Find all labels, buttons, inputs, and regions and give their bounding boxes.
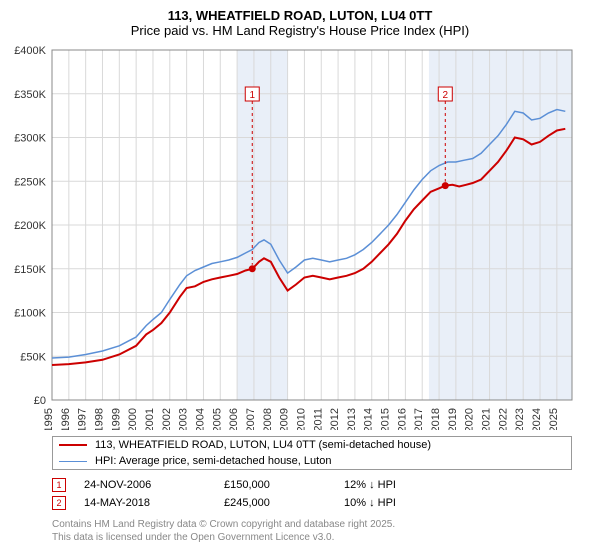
- marker-date: 24-NOV-2006: [84, 479, 224, 491]
- marker-date: 14-MAY-2018: [84, 497, 224, 509]
- x-tick-label: 2000: [127, 408, 139, 430]
- y-tick-label: £350K: [14, 89, 46, 101]
- x-tick-label: 1995: [43, 408, 55, 430]
- x-tick-label: 2025: [548, 408, 560, 430]
- x-tick-label: 2002: [161, 408, 173, 430]
- x-tick-label: 2022: [497, 408, 509, 430]
- marker-price: £150,000: [224, 479, 344, 491]
- x-tick-label: 2009: [279, 408, 291, 430]
- legend-swatch: [59, 461, 87, 462]
- marker-diff: 10% ↓ HPI: [344, 497, 464, 509]
- chart-title-block: 113, WHEATFIELD ROAD, LUTON, LU4 0TT Pri…: [8, 8, 592, 38]
- y-tick-label: £250K: [14, 176, 46, 188]
- y-tick-label: £50K: [20, 351, 46, 363]
- legend-label: HPI: Average price, semi-detached house,…: [95, 455, 331, 467]
- x-tick-label: 2005: [211, 408, 223, 430]
- x-tick-label: 2003: [178, 408, 190, 430]
- y-tick-label: £150K: [14, 264, 46, 276]
- x-tick-label: 2004: [194, 408, 206, 430]
- x-tick-label: 2017: [413, 408, 425, 430]
- x-tick-label: 2021: [481, 408, 493, 430]
- x-tick-label: 1996: [60, 408, 72, 430]
- x-tick-label: 1999: [110, 408, 122, 430]
- x-tick-label: 2023: [514, 408, 526, 430]
- y-tick-label: £400K: [14, 45, 46, 57]
- title-line2: Price paid vs. HM Land Registry's House …: [8, 23, 592, 38]
- x-tick-label: 2012: [329, 408, 341, 430]
- legend-box: 113, WHEATFIELD ROAD, LUTON, LU4 0TT (se…: [52, 436, 572, 470]
- x-tick-label: 2014: [363, 408, 375, 430]
- x-tick-label: 2007: [245, 408, 257, 430]
- marker-table-row: 2 14-MAY-2018£245,00010% ↓ HPI: [52, 494, 572, 512]
- legend-label: 113, WHEATFIELD ROAD, LUTON, LU4 0TT (se…: [95, 439, 431, 451]
- x-tick-label: 2010: [295, 408, 307, 430]
- marker-table-badge: 1: [52, 478, 66, 492]
- x-tick-label: 2024: [531, 408, 543, 430]
- marker-price: £245,000: [224, 497, 344, 509]
- x-tick-label: 2020: [464, 408, 476, 430]
- marker-badge-label: 1: [249, 90, 255, 101]
- footer-line2: This data is licensed under the Open Gov…: [52, 532, 334, 543]
- x-tick-label: 2006: [228, 408, 240, 430]
- legend-row: 113, WHEATFIELD ROAD, LUTON, LU4 0TT (se…: [53, 437, 571, 453]
- y-tick-label: £200K: [14, 220, 46, 232]
- y-tick-label: £0: [34, 395, 46, 407]
- x-tick-label: 1997: [77, 408, 89, 430]
- attribution-footer: Contains HM Land Registry data © Crown c…: [52, 518, 572, 544]
- marker-table-badge: 2: [52, 496, 66, 510]
- footer-line1: Contains HM Land Registry data © Crown c…: [52, 519, 395, 530]
- marker-badge-label: 2: [443, 90, 449, 101]
- line-chart-svg: £0 £50K £100K £150K £200K £250K £300K £350K £400…: [8, 42, 592, 430]
- legend-swatch: [59, 444, 87, 446]
- marker-table: 1 24-NOV-2006£150,00012% ↓ HPI 2 14-MAY-201…: [52, 476, 572, 512]
- y-tick-label: £300K: [14, 133, 46, 145]
- marker-point: [442, 182, 449, 189]
- y-tick-label: £100K: [14, 308, 46, 320]
- x-tick-label: 2018: [430, 408, 442, 430]
- x-tick-label: 2013: [346, 408, 358, 430]
- x-tick-label: 2019: [447, 408, 459, 430]
- x-tick-label: 1998: [93, 408, 105, 430]
- legend-row: HPI: Average price, semi-detached house,…: [53, 453, 571, 469]
- marker-point: [249, 265, 256, 272]
- x-tick-label: 2008: [262, 408, 274, 430]
- x-tick-label: 2001: [144, 408, 156, 430]
- chart-area: £0 £50K £100K £150K £200K £250K £300K £350K £400…: [8, 42, 592, 430]
- x-tick-label: 2016: [396, 408, 408, 430]
- marker-diff: 12% ↓ HPI: [344, 479, 464, 491]
- marker-table-row: 1 24-NOV-2006£150,00012% ↓ HPI: [52, 476, 572, 494]
- x-tick-label: 2011: [312, 408, 324, 430]
- title-line1: 113, WHEATFIELD ROAD, LUTON, LU4 0TT: [8, 8, 592, 23]
- x-tick-label: 2015: [380, 408, 392, 430]
